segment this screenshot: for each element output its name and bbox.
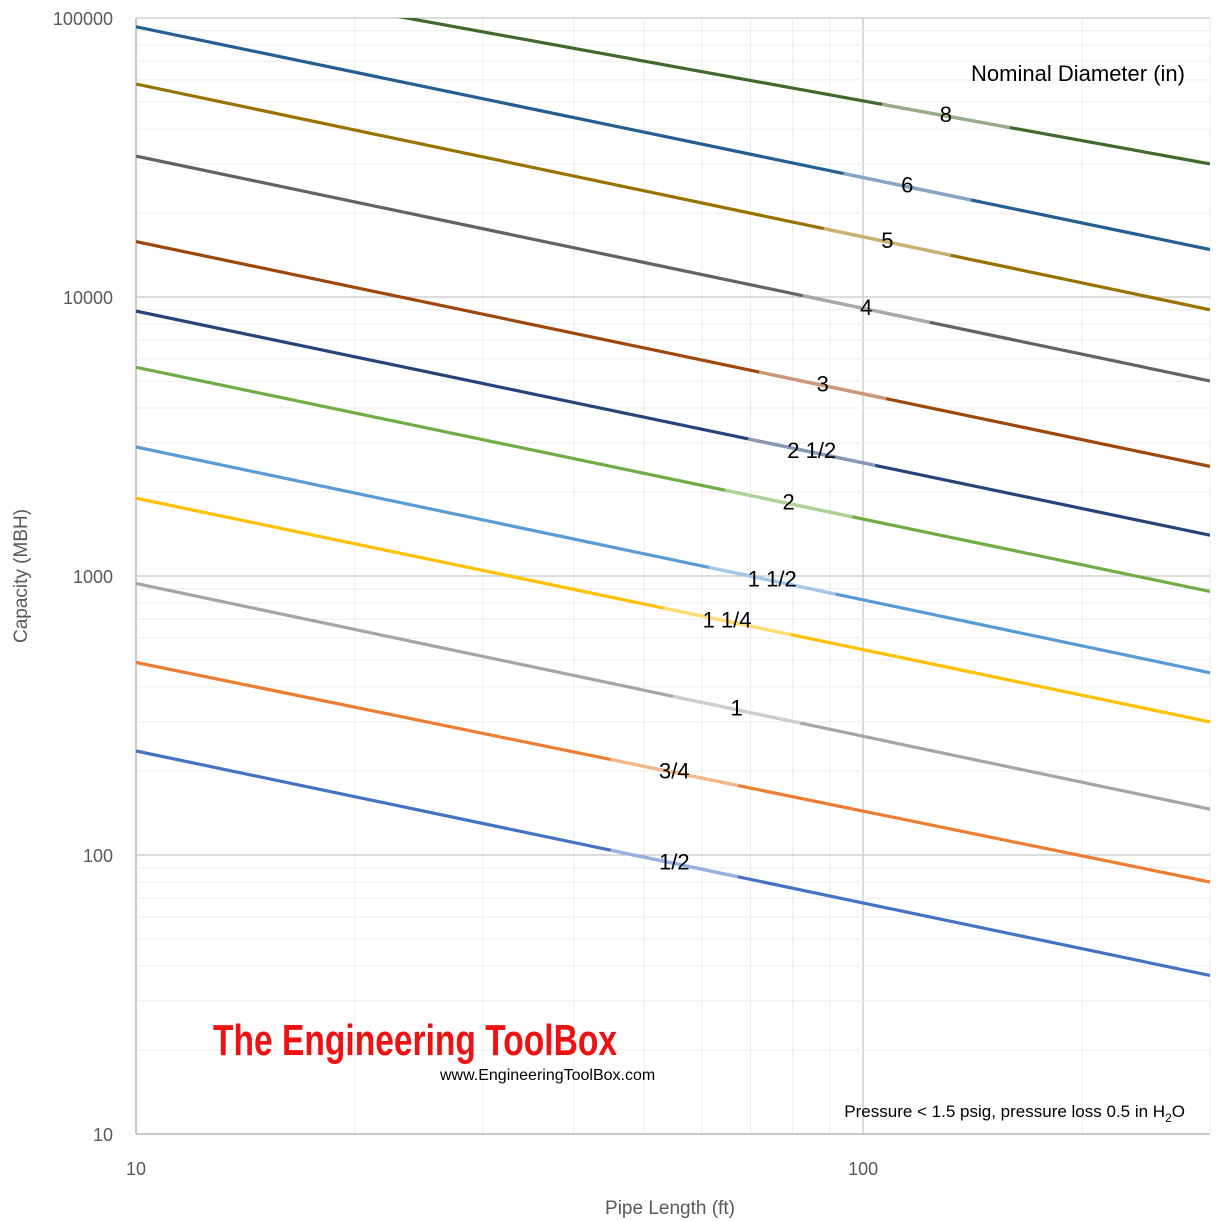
series-line-6 bbox=[136, 25, 1210, 252]
x-tick-label: 10 bbox=[126, 1159, 146, 1179]
series-highlight-2-1-2 bbox=[747, 437, 876, 467]
condition-note: Pressure < 1.5 psig, pressure loss 0.5 i… bbox=[844, 1102, 1185, 1125]
series-highlight-1-1-4 bbox=[663, 606, 792, 637]
series-highlight-8 bbox=[881, 102, 1011, 130]
x-axis-title: Pipe Length (ft) bbox=[605, 1198, 735, 1219]
watermark-title: The Engineering ToolBox bbox=[213, 1016, 617, 1065]
series-lines bbox=[136, 18, 1210, 978]
grid bbox=[135, 17, 1211, 1135]
series-label-1-2: 1/2 bbox=[659, 849, 690, 874]
series-line-3 bbox=[136, 240, 1210, 469]
series-labels: 1/2 3/4 1 1 1/4 1 1/2 2 2 1/2 3 4 5 6 8 bbox=[659, 102, 952, 875]
series-highlight-3-4 bbox=[610, 757, 739, 788]
x-tick-label: 100 bbox=[848, 1159, 878, 1179]
watermark-logo: The Engineering ToolBox www.EngineeringT… bbox=[213, 1016, 655, 1084]
series-label-8: 8 bbox=[940, 102, 952, 127]
series-label-1-1-4: 1 1/4 bbox=[703, 607, 752, 632]
note-suffix: O bbox=[1172, 1102, 1185, 1121]
note-main-text: Pressure < 1.5 psig, pressure loss 0.5 i… bbox=[844, 1102, 1165, 1121]
series-label-3-4: 3/4 bbox=[659, 759, 690, 784]
y-tick-label: 10 bbox=[93, 1125, 113, 1145]
series-highlight-1-2 bbox=[610, 848, 739, 879]
series-highlight-2 bbox=[724, 488, 853, 519]
series-line-4 bbox=[136, 154, 1210, 383]
y-tick-label: 100 bbox=[83, 846, 113, 866]
series-line-1 bbox=[136, 581, 1210, 811]
note-subscript: 2 bbox=[1165, 1111, 1172, 1125]
watermark-url: www.EngineeringToolBox.com bbox=[439, 1067, 655, 1084]
series-highlight-4 bbox=[802, 294, 931, 324]
series-line-5 bbox=[136, 82, 1210, 312]
series-label-2-1-2: 2 1/2 bbox=[787, 438, 836, 463]
series-label-5: 5 bbox=[881, 228, 893, 253]
series-highlight-1 bbox=[672, 694, 801, 725]
y-axis-title: Capacity (MBH) bbox=[11, 509, 32, 643]
legend-title: Nominal Diameter (in) bbox=[971, 61, 1185, 86]
tick-labels: 10 100 10 100 1000 10000 100000 bbox=[53, 9, 878, 1179]
series-line-1-1-2 bbox=[136, 445, 1210, 675]
series-label-2: 2 bbox=[783, 490, 795, 515]
y-tick-label: 100000 bbox=[53, 9, 113, 29]
series-label-3: 3 bbox=[817, 371, 829, 396]
series-label-1: 1 bbox=[731, 696, 743, 721]
series-highlight-6 bbox=[843, 171, 972, 202]
series-highlight-5 bbox=[823, 227, 952, 257]
series-label-6: 6 bbox=[901, 173, 913, 198]
series-line-2-1-2 bbox=[136, 309, 1210, 537]
y-tick-label: 1000 bbox=[73, 567, 113, 587]
series-highlight-3 bbox=[758, 370, 887, 401]
series-label-4: 4 bbox=[860, 295, 872, 320]
y-tick-label: 10000 bbox=[63, 288, 113, 308]
plot-area bbox=[135, 18, 1210, 1135]
series-highlight-1-1-2 bbox=[708, 565, 837, 596]
series-line-2 bbox=[136, 365, 1210, 594]
series-line-8 bbox=[397, 18, 1210, 166]
series-label-1-1-2: 1 1/2 bbox=[748, 567, 797, 592]
